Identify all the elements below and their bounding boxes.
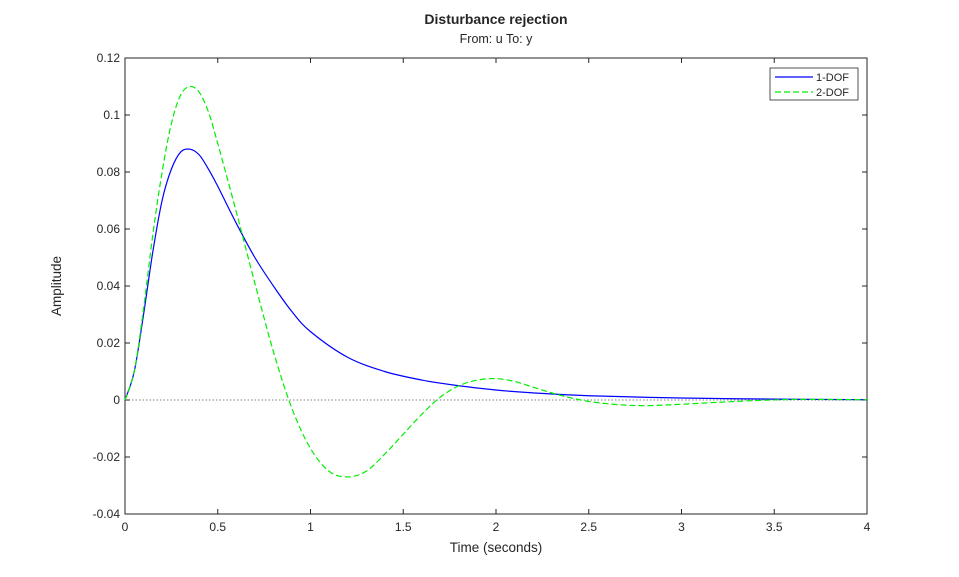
x-tick-label: 0 — [122, 520, 129, 534]
y-tick-label: 0 — [113, 393, 120, 407]
x-tick-label: 2 — [493, 520, 500, 534]
y-tick-label: 0.02 — [97, 336, 121, 350]
y-tick-label: -0.04 — [93, 507, 121, 521]
chart-title: Disturbance rejection — [424, 11, 567, 27]
x-tick-label: 1 — [307, 520, 314, 534]
legend-box — [769, 67, 859, 101]
x-tick-label: 4 — [864, 520, 871, 534]
x-tick-label: 2.5 — [580, 520, 597, 534]
y-tick-label: 0.1 — [103, 108, 120, 122]
x-tick-label: 3 — [678, 520, 685, 534]
y-tick-label: 0.04 — [97, 279, 121, 293]
plot-area: 0 0.5 1 1.5 2 2.5 3 3.5 4 -0.04 -0.02 0 0.02 0.04 0.06… — [93, 51, 871, 534]
series-line-2-dof — [124, 85, 868, 478]
y-tick-label: -0.02 — [93, 450, 121, 464]
chart-subtitle: From: u To: y — [460, 32, 533, 46]
y-tick-label: 0.06 — [97, 222, 121, 236]
legend-entry-2-dof: 2-DOF — [816, 87, 849, 99]
x-axis-label: Time (seconds) — [450, 540, 543, 555]
series-line-1-dof — [124, 148, 868, 401]
y-tick-label: 0.12 — [97, 51, 121, 65]
x-tick-label: 1.5 — [395, 520, 412, 534]
legend-entry-1-dof: 1-DOF — [816, 72, 849, 84]
x-tick-label: 3.5 — [766, 520, 783, 534]
y-tick-label: 0.08 — [97, 165, 121, 179]
y-axis-label: Amplitude — [49, 256, 64, 316]
x-tick-label: 0.5 — [209, 520, 226, 534]
axes-box — [124, 57, 868, 515]
